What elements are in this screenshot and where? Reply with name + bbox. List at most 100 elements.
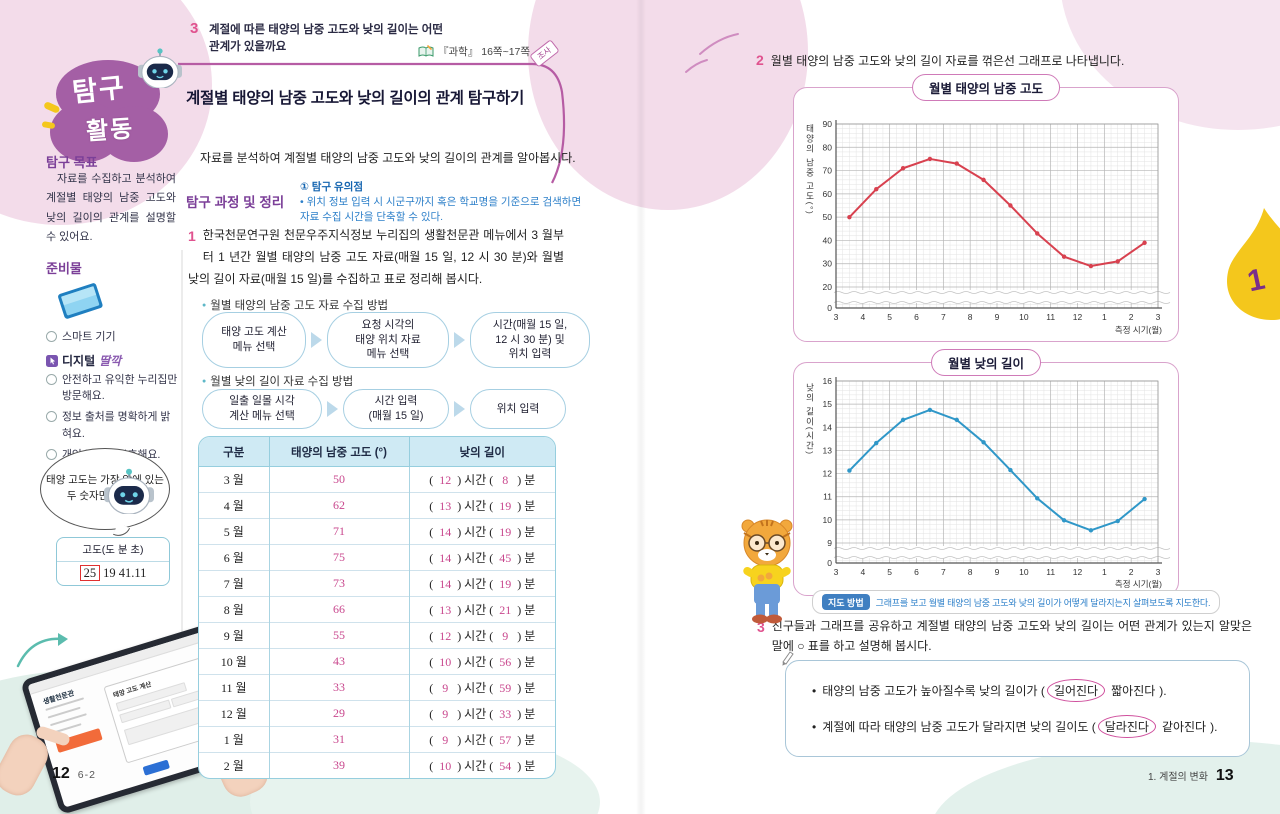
guide-badge: 지도 방법 bbox=[822, 594, 870, 610]
altitude-minutes-seconds: 19 41.11 bbox=[103, 566, 147, 580]
step-1: 1 한국천문연구원 천문우주지식정보 누리집의 생활천문관 메뉴에서 3 월부터… bbox=[188, 224, 564, 291]
step-2-text: 월별 태양의 남중 고도와 낮의 길이 자료를 꺾은선 그래프로 나타냅니다. bbox=[770, 54, 1125, 68]
daylength-cell: (14) 시간 (19) 분 bbox=[408, 570, 555, 597]
flow-step: 요청 시각의 태양 위치 자료 메뉴 선택 bbox=[327, 312, 449, 368]
step-3-text: 친구들과 그래프를 공유하고 계절별 태양의 남중 고도와 낮의 길이는 어떤 … bbox=[771, 619, 1252, 654]
month-cell: 11 월 bbox=[199, 674, 269, 701]
table-row: 7 월 73(14) 시간 (19) 분 bbox=[199, 570, 555, 597]
svg-text:11: 11 bbox=[823, 492, 832, 502]
svg-text:5: 5 bbox=[887, 567, 892, 577]
svg-text:0: 0 bbox=[827, 558, 832, 568]
svg-text:12: 12 bbox=[1073, 567, 1083, 577]
month-cell: 4 월 bbox=[199, 492, 269, 519]
table-row: 10 월 43(10) 시간 (56) 분 bbox=[199, 648, 555, 675]
book-ref-label: 『과학』 16쪽~17쪽 bbox=[438, 46, 531, 58]
table-row: 3 월 50(12) 시간 (8) 분 bbox=[199, 466, 555, 493]
pencil-icon bbox=[779, 649, 795, 672]
caution-text: • 위치 정보 입력 시 시군구까지 혹은 학교명을 기준으로 검색하면 자료 … bbox=[300, 196, 582, 224]
month-cell: 6 월 bbox=[199, 544, 269, 571]
right-page-footer: 1. 계절의 변화 13 bbox=[1148, 767, 1234, 785]
svg-text:12: 12 bbox=[823, 469, 833, 479]
altitude-chart-panel: 월별 태양의 남중 고도 태양의 남중 고도(°) 20 30 40 50 60 70 80… bbox=[793, 74, 1179, 342]
step-2-number: 2 bbox=[756, 52, 764, 68]
flow-arrow-icon bbox=[454, 332, 465, 348]
material-checkbox bbox=[46, 330, 57, 342]
step-1-text: 한국천문연구원 천문우주지식정보 누리집의 생활천문관 메뉴에서 3 월부터 1… bbox=[188, 228, 564, 287]
activity-title: 계절별 태양의 남중 고도와 낮의 길이의 관계 탐구하기 bbox=[186, 90, 525, 107]
tip-label: 정보 출처를 명확하게 밝혀요. bbox=[62, 411, 171, 440]
svg-text:9: 9 bbox=[827, 538, 832, 548]
svg-text:12: 12 bbox=[1073, 312, 1083, 322]
month-cell: 9 월 bbox=[199, 622, 269, 649]
altitude-cell: 43 bbox=[268, 648, 409, 675]
altitude-cell: 73 bbox=[268, 570, 409, 597]
answer-box: • 태양의 남중 고도가 높아질수록 낮의 길이가 (길어진다 짧아진다). • 계절에… bbox=[785, 660, 1250, 757]
flow-arrow-icon bbox=[327, 401, 338, 417]
svg-text:9: 9 bbox=[995, 312, 1000, 322]
daylength-cell: (10) 시간 (54) 분 bbox=[408, 752, 555, 778]
svg-text:8: 8 bbox=[968, 567, 973, 577]
materials-heading: 준비물 bbox=[46, 261, 82, 276]
circled-answer: 달라진다 bbox=[1097, 715, 1156, 738]
table-header-daylength: 낮의 길이 bbox=[408, 437, 555, 467]
flow-step: 태양 고도 계산 메뉴 선택 bbox=[202, 312, 306, 368]
daylength-cell: (10) 시간 (56) 분 bbox=[408, 648, 555, 675]
tip-label: 안전하고 유익한 누리집만 방문해요. bbox=[62, 374, 178, 403]
altitude-cell: 33 bbox=[268, 674, 409, 701]
flow-step: 시간(매월 15 일, 12 시 30 분) 및 위치 입력 bbox=[470, 312, 590, 368]
svg-text:0: 0 bbox=[827, 303, 832, 313]
table-row: 4 월 62(13) 시간 (19) 분 bbox=[199, 492, 555, 519]
svg-text:6: 6 bbox=[914, 567, 919, 577]
svg-text:5: 5 bbox=[887, 312, 892, 322]
svg-text:1: 1 bbox=[1102, 567, 1107, 577]
svg-text:11: 11 bbox=[1046, 567, 1055, 577]
method-2-label: ● 월별 낮의 길이 자료 수집 방법 bbox=[202, 376, 354, 388]
lesson-title-line1: 계절에 따른 태양의 남중 고도와 낮의 길이는 어떤 bbox=[209, 24, 443, 36]
click-cursor-icon bbox=[46, 354, 58, 367]
svg-text:3: 3 bbox=[834, 567, 839, 577]
svg-text:10: 10 bbox=[1019, 312, 1029, 322]
caution-title: ① 탐구 유의점 bbox=[300, 181, 364, 193]
svg-text:4: 4 bbox=[860, 312, 865, 322]
altitude-cell: 75 bbox=[268, 544, 409, 571]
svg-text:3: 3 bbox=[1156, 567, 1161, 577]
daylength-cell: (9) 시간 (57) 분 bbox=[408, 726, 555, 753]
material-label: 스마트 기기 bbox=[62, 331, 116, 343]
altitude-chart-title: 월별 태양의 남중 고도 bbox=[912, 74, 1060, 101]
flow-arrow-icon bbox=[454, 401, 465, 417]
svg-text:2: 2 bbox=[1129, 312, 1134, 322]
inquiry-goal-text: 자료를 수집하고 분석하여 계절별 태양의 남중 고도와 낮의 길이의 관계를 … bbox=[46, 173, 176, 243]
svg-text:10: 10 bbox=[1019, 567, 1029, 577]
month-cell: 8 월 bbox=[199, 596, 269, 623]
daylength-cell: (14) 시간 (19) 분 bbox=[408, 518, 555, 545]
left-page-number: 12 bbox=[52, 765, 70, 782]
step-2: 2 월별 태양의 남중 고도와 낮의 길이 자료를 꺾은선 그래프로 나타냅니다… bbox=[756, 52, 1256, 69]
svg-text:16: 16 bbox=[823, 376, 833, 386]
month-cell: 3 월 bbox=[223, 473, 244, 487]
smart-device-icon bbox=[52, 278, 108, 327]
altitude-cell: 50 bbox=[268, 466, 409, 493]
svg-text:8: 8 bbox=[968, 312, 973, 322]
altitude-cell: 31 bbox=[268, 726, 409, 753]
logo-text-1: 탐구 bbox=[70, 72, 128, 108]
altitude-cell: 62 bbox=[268, 492, 409, 519]
material-item: 스마트 기기 bbox=[46, 328, 116, 344]
tip-checkbox bbox=[46, 448, 57, 460]
altitude-box-label: 고도(도 분 초) bbox=[57, 538, 169, 562]
step-3: 3 친구들과 그래프를 공유하고 계절별 태양의 남중 고도와 낮의 길이는 어… bbox=[757, 616, 1252, 657]
flow-step: 일출 일몰 시각 계산 메뉴 선택 bbox=[202, 389, 322, 429]
digital-tip-heading: 디지털 딸깍 bbox=[46, 352, 121, 369]
altitude-cell: 29 bbox=[268, 700, 409, 727]
svg-text:60: 60 bbox=[823, 189, 833, 199]
digital-tip-label: 디지털 bbox=[62, 354, 96, 368]
robot-icon bbox=[138, 48, 182, 88]
table-row: 1 월 31(9) 시간 (57) 분 bbox=[199, 726, 555, 753]
tip-checkbox bbox=[46, 374, 57, 385]
method-1-flowchart: 태양 고도 계산 메뉴 선택 요청 시각의 태양 위치 자료 메뉴 선택 시간(매월… bbox=[202, 311, 590, 369]
daylength-cell: (13) 시간 (19) 분 bbox=[408, 492, 555, 519]
svg-text:측정 시기(월): 측정 시기(월) bbox=[1115, 579, 1162, 589]
book-icon bbox=[418, 45, 434, 57]
inquiry-goal-heading: 탐구 목표 bbox=[46, 155, 98, 170]
svg-text:30: 30 bbox=[823, 259, 833, 269]
